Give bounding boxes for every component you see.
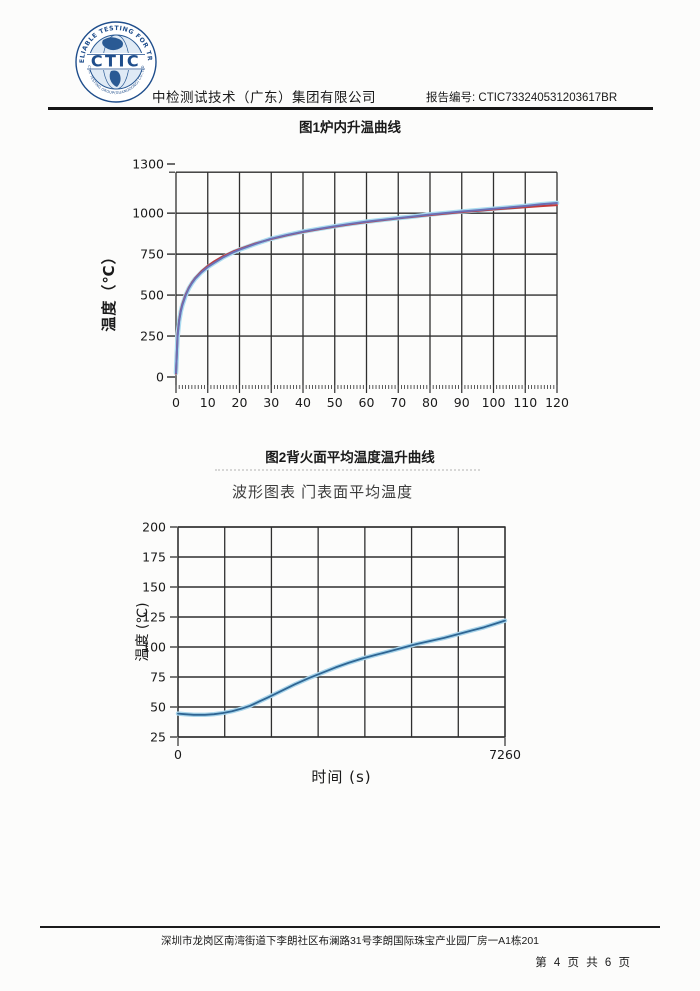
company-name: 中检测试技术（广东）集团有限公司 — [152, 90, 376, 105]
svg-text:7260: 7260 — [489, 747, 521, 762]
figure2-chart: 25 50 75 100 125 150 175 200 0 7260 时间 (s) 温度 (℃) — [135, 520, 521, 787]
svg-text:40: 40 — [295, 395, 311, 410]
svg-text:75: 75 — [150, 670, 166, 685]
logo-band — [84, 53, 148, 70]
svg-text:0: 0 — [174, 747, 182, 762]
footer-address: 深圳市龙岗区南湾街道下李朗社区布澜路31号李朗国际珠宝产业园厂房一A1栋201 — [160, 935, 540, 947]
footer-divider — [40, 926, 660, 928]
figure2-caption: 图2背火面平均温度温升曲线 — [265, 450, 435, 465]
logo-acronym: CTIC — [91, 52, 141, 71]
report-number-label: 报告编号: — [426, 92, 476, 104]
scan-artifact — [215, 469, 480, 471]
svg-text:70: 70 — [390, 395, 406, 410]
svg-text:50: 50 — [327, 395, 343, 410]
report-number-value: CTIC733240531203617BR — [478, 92, 618, 104]
svg-text:0: 0 — [156, 370, 164, 385]
header-divider — [48, 107, 653, 110]
page-number: 第 4 页 共 6 页 — [535, 957, 632, 969]
svg-text:0: 0 — [172, 395, 180, 410]
figure2-chart-title: 波形图表 门表面平均温度 — [232, 484, 414, 501]
svg-text:120: 120 — [545, 395, 569, 410]
svg-text:温度（℃）: 温度（℃） — [100, 248, 118, 331]
svg-text:30: 30 — [263, 395, 279, 410]
figure1-caption: 图1炉内升温曲线 — [298, 120, 401, 135]
svg-text:1300: 1300 — [132, 157, 164, 172]
svg-text:10: 10 — [200, 395, 216, 410]
svg-text:150: 150 — [142, 580, 166, 595]
svg-text:175: 175 — [142, 550, 166, 565]
svg-text:250: 250 — [140, 329, 164, 344]
svg-text:110: 110 — [513, 395, 537, 410]
report-number: 报告编号: CTIC733240531203617BR — [426, 89, 617, 105]
svg-text:100: 100 — [482, 395, 506, 410]
svg-text:80: 80 — [422, 395, 438, 410]
svg-text:500: 500 — [140, 288, 164, 303]
figure1-chart: 0 250 500 750 1000 1300 0 10 20 30 40 50 60 70 80 90 100… — [100, 157, 569, 411]
svg-text:200: 200 — [142, 520, 166, 535]
svg-text:25: 25 — [150, 730, 166, 745]
logo-continent-north — [102, 37, 123, 51]
svg-text:100: 100 — [142, 640, 166, 655]
svg-text:20: 20 — [232, 395, 248, 410]
svg-text:750: 750 — [140, 247, 164, 262]
ctic-logo: CTIC A RELIABLE TESTING FOR TRUST CTIC T… — [75, 16, 157, 103]
svg-text:125: 125 — [142, 610, 166, 625]
svg-text:温度 (℃): 温度 (℃) — [135, 602, 151, 661]
svg-text:50: 50 — [150, 700, 166, 715]
svg-text:时间 (s): 时间 (s) — [311, 768, 371, 786]
svg-text:1000: 1000 — [132, 206, 164, 221]
svg-text:60: 60 — [359, 395, 375, 410]
logo-continent-south — [109, 70, 121, 87]
svg-text:90: 90 — [454, 395, 470, 410]
